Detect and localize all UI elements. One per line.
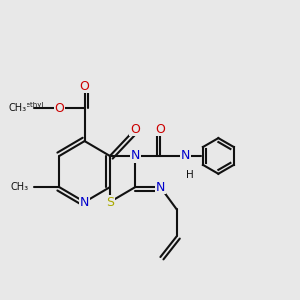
Text: N: N xyxy=(181,149,190,162)
Text: CH₃: CH₃ xyxy=(10,182,28,192)
Text: N: N xyxy=(130,149,140,162)
Text: N: N xyxy=(156,181,165,194)
Text: H: H xyxy=(186,170,194,180)
Text: O: O xyxy=(80,80,89,93)
Text: S: S xyxy=(106,196,114,208)
Text: N: N xyxy=(80,196,89,208)
Text: O: O xyxy=(155,123,165,136)
Text: O: O xyxy=(54,102,64,115)
Text: methyl: methyl xyxy=(19,102,43,108)
Text: O: O xyxy=(130,123,140,136)
Text: CH₃: CH₃ xyxy=(8,103,27,113)
